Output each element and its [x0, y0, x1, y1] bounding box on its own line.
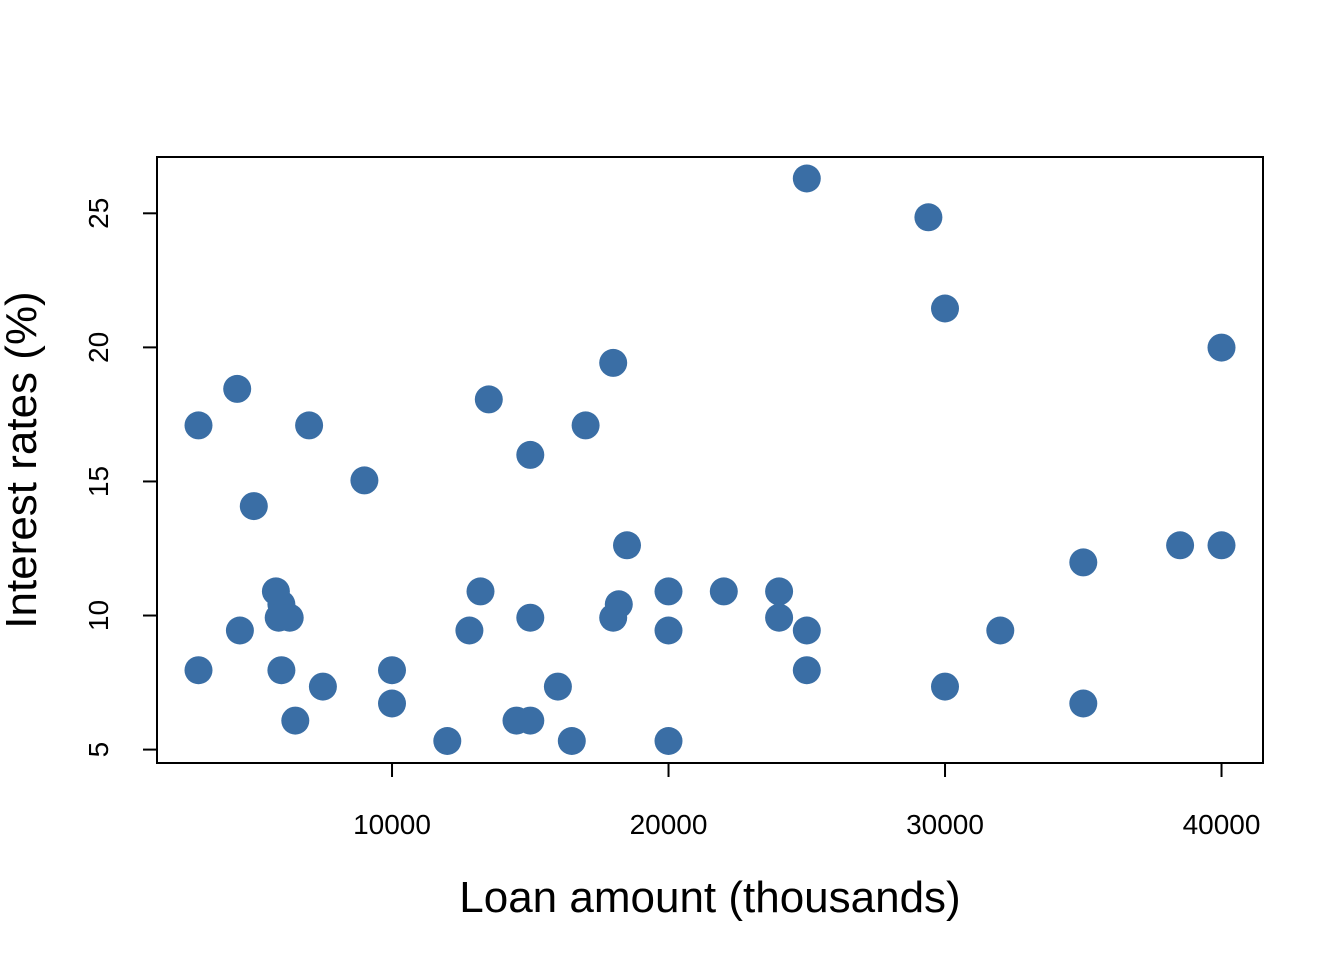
data-point — [516, 603, 545, 632]
data-point — [281, 706, 310, 735]
data-point — [516, 706, 545, 735]
data-point — [223, 374, 252, 403]
data-point — [931, 294, 959, 323]
data-point — [914, 203, 943, 232]
data-point — [433, 727, 462, 755]
data-point — [474, 385, 503, 414]
data-point — [378, 689, 406, 718]
data-point — [350, 466, 379, 495]
x-axis: 10000 20000 30000 40000 — [353, 762, 1261, 840]
data-point — [613, 531, 641, 560]
data-point — [455, 616, 484, 645]
data-point — [654, 727, 683, 755]
plot-frame — [156, 156, 1264, 764]
data-point — [1207, 333, 1236, 362]
data-point — [275, 603, 304, 632]
data-point — [557, 727, 586, 755]
data-point — [931, 672, 959, 701]
data-point — [599, 348, 628, 377]
data-point — [654, 616, 683, 645]
data-point — [1207, 531, 1236, 560]
data-point — [466, 577, 495, 606]
data-point — [986, 616, 1015, 645]
y-tick-label: 15 — [83, 466, 114, 497]
data-point — [308, 672, 337, 701]
data-point — [604, 590, 633, 619]
data-point — [1166, 531, 1195, 560]
data-point — [295, 411, 324, 440]
x-tick-label: 40000 — [1183, 809, 1261, 840]
data-point — [654, 577, 683, 606]
data-point — [1069, 548, 1098, 577]
data-point — [792, 656, 821, 685]
data-point — [184, 411, 213, 440]
x-axis-title: Loan amount (thousands) — [459, 873, 960, 922]
data-point — [792, 616, 821, 645]
data-point — [378, 656, 406, 685]
y-tick-label: 5 — [83, 742, 114, 758]
data-point — [709, 577, 738, 606]
x-tick-label: 10000 — [353, 809, 431, 840]
points-layer — [184, 164, 1236, 755]
data-point — [1069, 689, 1098, 718]
y-tick-label: 25 — [83, 198, 114, 229]
y-axis-title: Interest rates (%) — [0, 291, 46, 628]
y-tick-label: 20 — [83, 332, 114, 363]
data-point — [239, 492, 268, 521]
data-point — [765, 603, 794, 632]
data-point — [765, 577, 794, 606]
data-point — [543, 672, 572, 701]
y-axis: 5 10 15 20 25 — [83, 198, 158, 758]
x-tick-label: 20000 — [630, 809, 708, 840]
data-point — [792, 164, 821, 193]
data-point — [267, 656, 296, 685]
data-point — [225, 616, 254, 645]
y-tick-label: 10 — [83, 600, 114, 631]
x-tick-label: 30000 — [906, 809, 984, 840]
data-point — [184, 656, 213, 685]
data-point — [571, 411, 600, 440]
data-point — [516, 440, 545, 469]
